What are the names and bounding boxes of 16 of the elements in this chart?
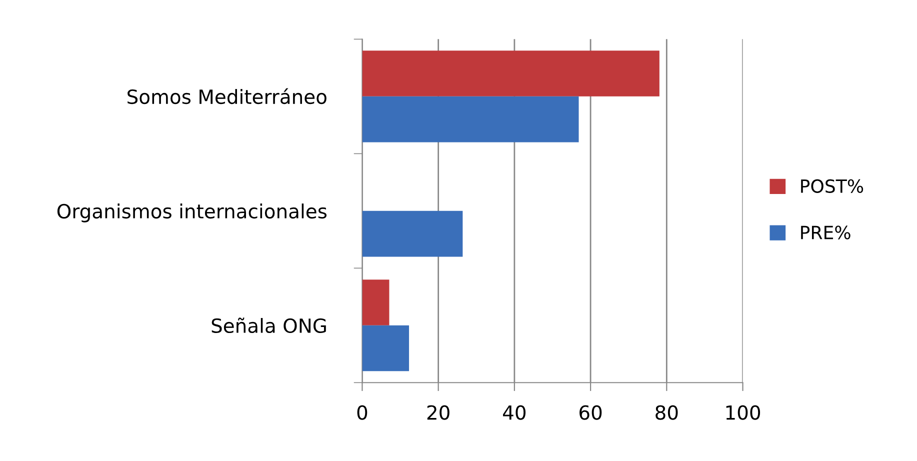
bar — [362, 210, 463, 257]
x-tick-label: 40 — [503, 405, 526, 420]
x-tick-label: 80 — [656, 405, 678, 420]
bar — [362, 96, 579, 142]
x-tick-label: 60 — [580, 405, 602, 420]
bar — [362, 325, 410, 372]
x-tick-label: 100 — [726, 405, 760, 420]
y-tick-label: Somos Mediterráneo — [128, 88, 326, 104]
x-tick-label: 20 — [427, 405, 450, 420]
y-tick-label: Organismos internacionales — [57, 204, 327, 222]
bar — [362, 280, 390, 326]
legend-label: PRE% — [801, 226, 850, 240]
legend-label: POST% — [801, 179, 864, 193]
bar — [362, 50, 660, 96]
y-tick-label: Señala ONG — [212, 318, 326, 334]
x-tick-label: 0 — [357, 405, 368, 420]
